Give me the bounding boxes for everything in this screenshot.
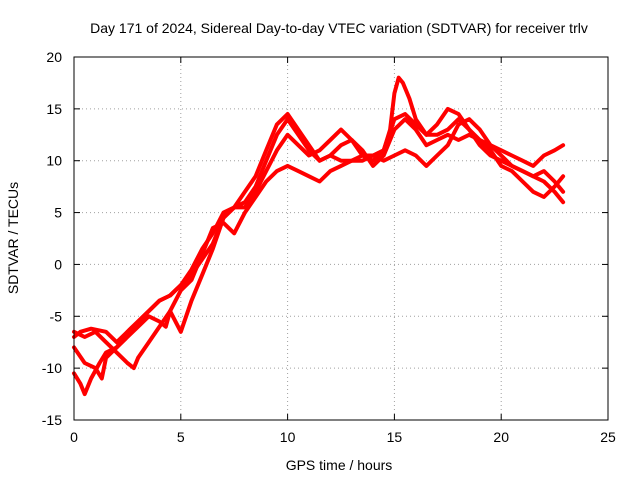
- y-tick-label: 20: [46, 49, 62, 65]
- grid-layer: [74, 57, 608, 420]
- x-tick-label: 10: [280, 429, 296, 445]
- series-layer: [72, 75, 566, 397]
- x-tick-label: 25: [600, 429, 616, 445]
- y-axis-label: SDTVAR / TECUs: [5, 182, 21, 294]
- y-tick-label: -5: [50, 308, 63, 324]
- series-line-track-3: [72, 117, 566, 381]
- chart-title: Day 171 of 2024, Sidereal Day-to-day VTE…: [90, 20, 588, 36]
- tick-layer: [73, 56, 609, 421]
- series-line-track-4: [72, 112, 566, 371]
- y-tick-label: 10: [46, 153, 62, 169]
- plot-frame: [73, 56, 609, 421]
- y-tick-label: 15: [46, 101, 62, 117]
- x-tick-labels: 0 5 10 15 20 25: [70, 429, 616, 445]
- y-tick-label: 5: [54, 205, 62, 221]
- y-tick-labels: 20 15 10 5 0 -5 -10 -15: [42, 49, 62, 428]
- x-tick-label: 15: [387, 429, 403, 445]
- x-tick-label: 0: [70, 429, 78, 445]
- y-tick-label: -15: [42, 412, 62, 428]
- x-axis-label: GPS time / hours: [286, 457, 393, 473]
- y-tick-label: 0: [54, 256, 62, 272]
- x-tick-label: 5: [177, 429, 185, 445]
- y-tick-label: -10: [42, 360, 62, 376]
- x-tick-label: 20: [493, 429, 509, 445]
